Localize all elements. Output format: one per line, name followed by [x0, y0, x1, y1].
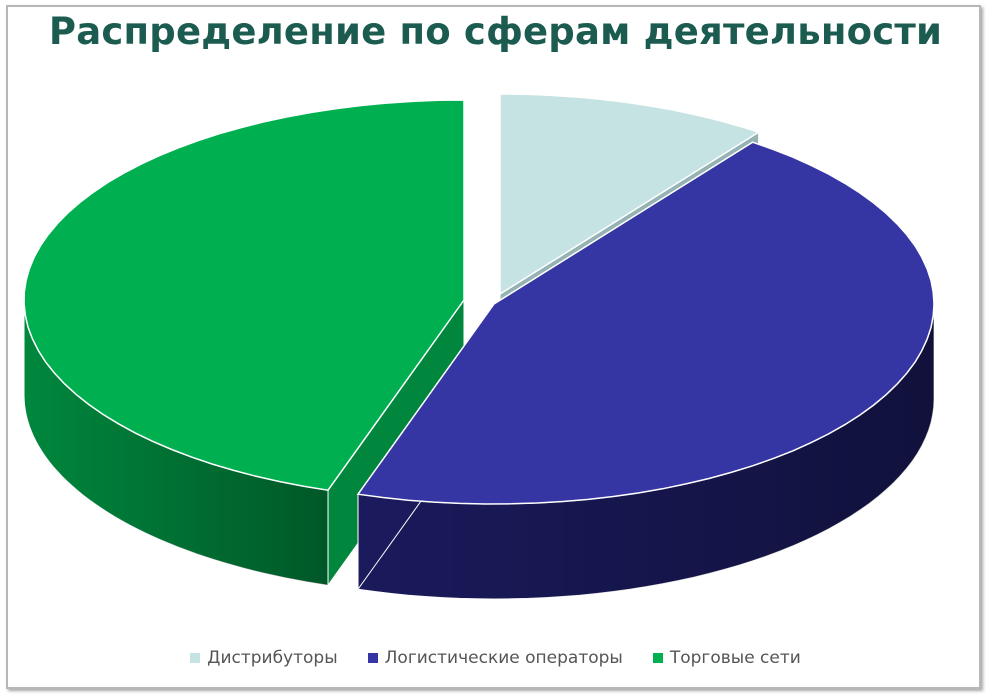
pie-side-shade-retail: [24, 300, 328, 586]
pie-top-logistics: [356, 141, 935, 505]
pie-slice-logistics: [356, 141, 935, 600]
pie-top-retail: [23, 99, 465, 492]
legend-label-distributors: Дистрибуторы: [207, 648, 338, 668]
legend-swatch-retail: [652, 653, 663, 663]
legend-label-retail: Торговые сети: [669, 648, 801, 668]
pie-side-shade-logistics: [358, 304, 934, 599]
legend-item-distributors: Дистрибуторы: [190, 648, 338, 668]
legend-swatch-logistics: [367, 653, 378, 663]
legend-label-logistics: Логистические операторы: [384, 648, 623, 668]
legend-item-retail: Торговые сети: [652, 648, 801, 668]
legend: Дистрибуторы Логистические операторы Тор…: [0, 648, 991, 668]
legend-item-logistics: Логистические операторы: [367, 648, 623, 668]
chart-title: Распределение по сферам деятельности: [48, 10, 943, 53]
legend-swatch-distributors: [190, 653, 201, 663]
pie-top-distributors: [499, 93, 761, 296]
